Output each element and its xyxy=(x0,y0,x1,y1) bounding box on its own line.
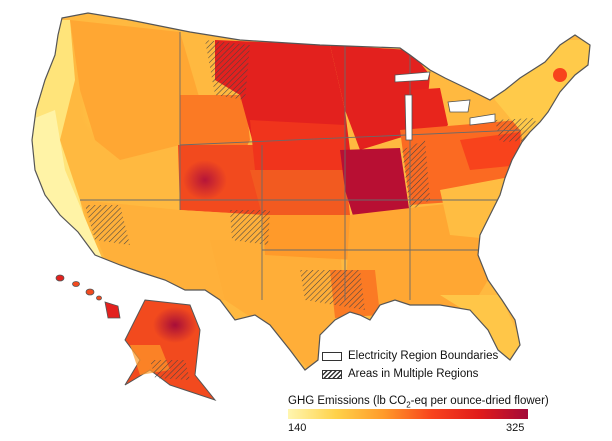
region-central-plains xyxy=(250,170,350,215)
electricity-region-boundaries xyxy=(80,32,521,300)
legend-boundary-label: Electricity Region Boundaries xyxy=(348,350,499,362)
colorbar-title-suffix: -eq per ounce-dried flower) xyxy=(410,395,549,407)
multi-region-area-west xyxy=(205,40,250,100)
great-lakes xyxy=(394,71,496,141)
multi-region-area-ohio xyxy=(402,140,430,210)
alaska xyxy=(124,299,217,402)
hotspot-colorado xyxy=(183,160,227,200)
colorbar-min-label: 140 xyxy=(288,422,307,434)
region-upper-midwest xyxy=(330,45,430,150)
colorbar-title-sub: 2 xyxy=(406,400,411,410)
legend-multiple-label: Areas in Multiple Regions xyxy=(348,368,479,380)
colorbar-max-label: 325 xyxy=(506,422,525,434)
multi-region-area-southwest xyxy=(85,205,130,245)
legend-multiple-regions: Areas in Multiple Regions xyxy=(322,368,478,380)
region-illinois xyxy=(340,148,410,222)
hatch-swatch xyxy=(322,369,342,379)
region-mountain-west xyxy=(70,20,200,160)
region-northern-plains xyxy=(215,40,350,150)
colorbar-title: GHG Emissions (lb CO2-eq per ounce-dried… xyxy=(288,395,549,409)
hotspot-vermont xyxy=(553,68,567,82)
multi-region-area-south xyxy=(300,270,365,310)
legend-boundaries: Electricity Region Boundaries xyxy=(322,350,498,362)
region-florida xyxy=(440,295,525,370)
colorbar xyxy=(288,409,528,419)
multi-region-area-plains xyxy=(230,210,270,245)
region-dakotas xyxy=(250,120,345,170)
colorbar-title-prefix: GHG Emissions (lb CO xyxy=(288,395,407,407)
hawaii xyxy=(55,274,121,319)
boundary-swatch xyxy=(322,351,342,361)
region-oklahoma xyxy=(262,215,355,260)
